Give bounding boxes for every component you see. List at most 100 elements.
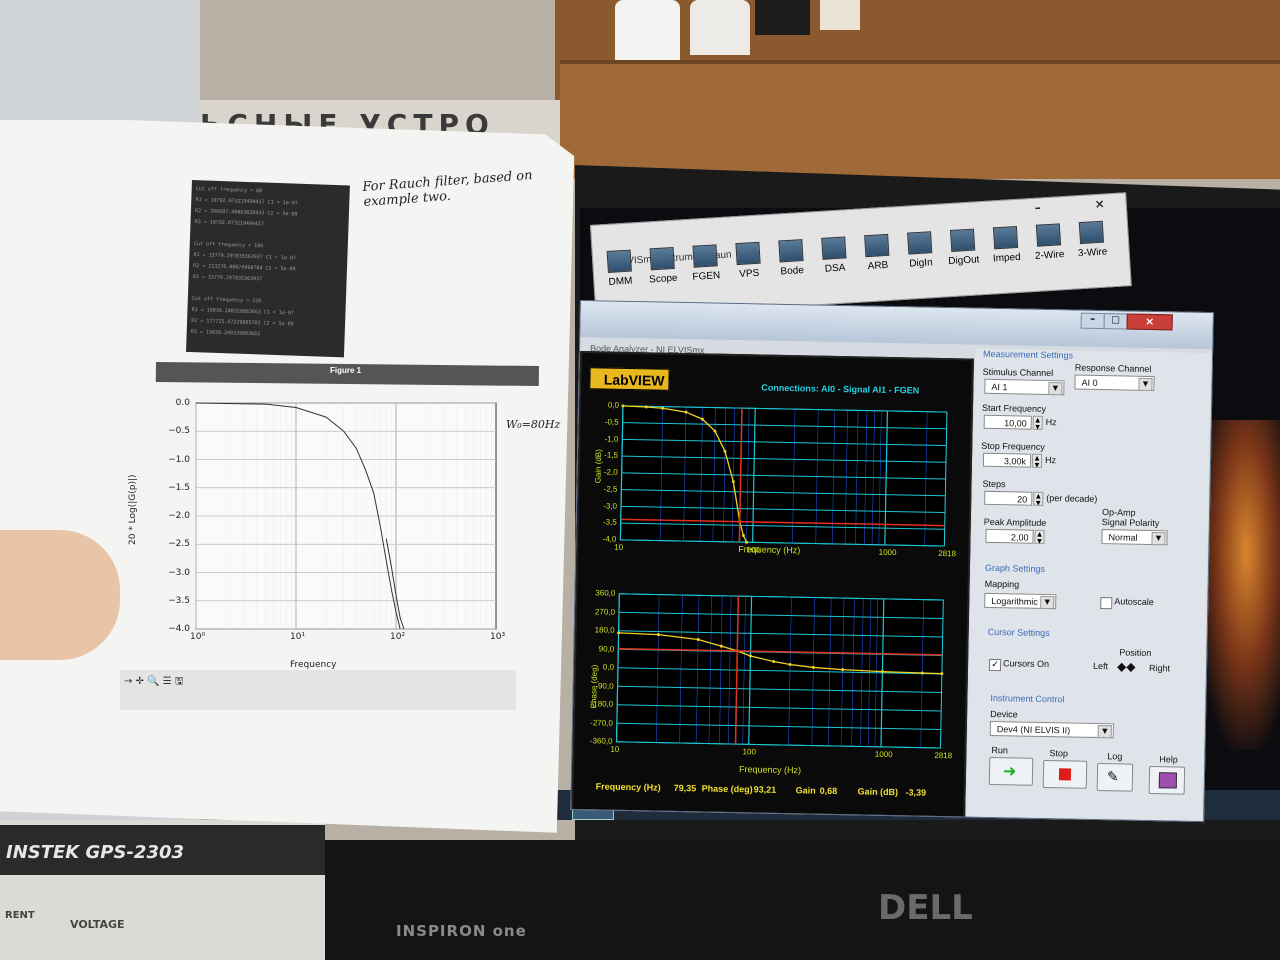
window-minimize-button[interactable]: – (1080, 312, 1105, 330)
launcher-button-label: FGEN (692, 270, 721, 283)
steps-input[interactable]: 20 (984, 490, 1033, 506)
launcher-scope-button[interactable]: Scope (642, 246, 685, 304)
cursor-position-diamond-icon[interactable]: ◆◆ (1116, 659, 1136, 674)
help-button[interactable] (1148, 766, 1186, 795)
run-arrow-icon: ➜ (1002, 761, 1017, 781)
gain-data-point (713, 429, 717, 433)
stop-frequency-label: Stop Frequency (981, 440, 1045, 452)
device-label: Device (990, 708, 1018, 720)
launcher-digin-button[interactable]: DigIn (899, 231, 942, 289)
launcher-dmm-button[interactable]: DMM (599, 249, 642, 307)
launcher-close-button[interactable]: × (1094, 196, 1106, 212)
paper-y-tick-label: −3.0 (168, 567, 190, 578)
stimulus-channel-select[interactable]: AI 1 ▼ (984, 378, 1065, 396)
launcher-arb-button[interactable]: ARB (856, 233, 899, 291)
figure-title: Figure 1 (330, 366, 362, 375)
imped-icon (992, 225, 1019, 250)
launcher-vps-button[interactable]: VPS (727, 241, 770, 299)
launcher-button-label: 2-Wire (1034, 249, 1065, 262)
gain-hgrid (622, 438, 947, 447)
psu-voltage-label: VOLTAGE (70, 918, 125, 931)
chevron-down-icon: ▼ (1151, 532, 1166, 546)
freq-readout-label: Frequency (Hz) (595, 781, 661, 793)
computer-base (325, 840, 1280, 960)
gain-y-tick-label: -3,0 (603, 500, 618, 511)
chevron-down-icon: ▼ (1097, 725, 1112, 739)
peak-amplitude-input[interactable]: 2,00 (985, 528, 1034, 544)
launcher-button-label: VPS (738, 267, 760, 280)
steps-spinner[interactable]: ▲ ▼ (1033, 491, 1044, 507)
gain-hgrid (622, 455, 946, 463)
launcher-3-wire-button[interactable]: 3-Wire (1071, 220, 1114, 278)
launcher-button-label: Bode (780, 265, 805, 278)
launcher-2-wire-button[interactable]: 2-Wire (1028, 223, 1071, 281)
launcher-imped-button[interactable]: Imped (985, 225, 1028, 283)
phase-readout-value: 93,21 (753, 784, 777, 795)
phase-hgrid (619, 611, 943, 620)
log-label: Log (1107, 751, 1123, 762)
bode-plots[interactable] (573, 353, 972, 818)
bottle-cap (755, 0, 810, 35)
cursor-settings-title: Cursor Settings (987, 626, 1050, 639)
phase-x-tick-label: 100 (742, 747, 757, 757)
peak-amplitude-label: Peak Amplitude (983, 516, 1047, 528)
phase-cursor-vertical (734, 596, 740, 745)
bode-icon (778, 239, 804, 263)
power-supply-panel (0, 825, 325, 875)
gain-readout-value: 0,68 (819, 785, 838, 797)
freq-readout-value: 79,35 (673, 782, 697, 794)
monitor-brand-logo: DELL (878, 888, 973, 928)
paper-series-line (385, 538, 405, 630)
stop-frequency-spinner[interactable]: ▲ ▼ (1031, 453, 1043, 469)
autoscale-checkbox[interactable] (1100, 597, 1113, 610)
device-select[interactable]: Dev4 (NI ELVIS II) ▼ (989, 720, 1114, 739)
gain-data-point (661, 406, 665, 410)
response-channel-select[interactable]: AI 0 ▼ (1074, 374, 1155, 392)
launcher-bode-button[interactable]: Bode (770, 239, 813, 297)
code-output-text: Cut off frequency = 80 R1 = 19792.0732194… (190, 186, 345, 351)
phase-y-tick-label: -360,0 (589, 736, 613, 746)
bottle (615, 0, 680, 60)
gain-hgrid (621, 472, 946, 480)
launcher-button-label: DMM (608, 275, 633, 288)
mapping-select[interactable]: Logarithmic ▼ (984, 592, 1057, 610)
phase-data-point (748, 654, 752, 658)
window-close-button[interactable]: × (1126, 313, 1173, 331)
run-button[interactable]: ➜ (988, 756, 1034, 786)
launcher-digout-button[interactable]: DigOut (942, 228, 985, 286)
gain-x-tick-label: 2818 (938, 548, 957, 559)
log-button[interactable]: ✎ (1096, 763, 1134, 792)
launcher-fgen-button[interactable]: FGEN (684, 244, 727, 302)
gain-y-tick-label: 0,0 (607, 400, 620, 410)
start-frequency-input[interactable]: 10,00 (983, 414, 1032, 430)
phase-y-tick-label: 360,0 (595, 588, 616, 598)
launcher-dsa-button[interactable]: DSA (813, 236, 856, 294)
gain-hgrid (621, 505, 945, 514)
stop-square-icon (1058, 768, 1072, 781)
code-line: R3 = 15779.297835363937 (192, 273, 263, 283)
phase-data-point (617, 631, 621, 635)
phase-data-point (772, 660, 776, 664)
stop-frequency-input[interactable]: 3,00k (982, 452, 1032, 468)
start-frequency-spinner[interactable]: ▲ ▼ (1032, 415, 1043, 431)
help-book-icon (1158, 772, 1178, 789)
cursors-on-checkbox[interactable]: ✓ (988, 658, 1002, 672)
peak-amplitude-spinner[interactable]: ▲ ▼ (1034, 529, 1045, 545)
signal-polarity-select[interactable]: Normal ▼ (1101, 529, 1168, 546)
phase-data-point (811, 665, 815, 669)
psu-current-label: RENT (5, 910, 35, 921)
cursor-left-label: Left (1092, 660, 1109, 672)
stop-button[interactable] (1042, 759, 1088, 789)
gain-hgrid (622, 405, 947, 413)
paper-y-tick-label: −1.5 (168, 482, 190, 493)
phase-hgrid (617, 704, 942, 712)
launcher-minimize-button[interactable]: – (1034, 200, 1042, 215)
scope-icon (649, 246, 675, 271)
window-maximize-button[interactable]: □ (1103, 313, 1128, 330)
arb-icon (864, 233, 890, 258)
gain-y-tick-label: -1,0 (604, 433, 619, 444)
phase-data-point (719, 644, 723, 648)
run-label: Run (991, 744, 1009, 756)
paper-y-tick-label: −0.5 (168, 426, 190, 437)
cursor-right-label: Right (1148, 662, 1171, 674)
